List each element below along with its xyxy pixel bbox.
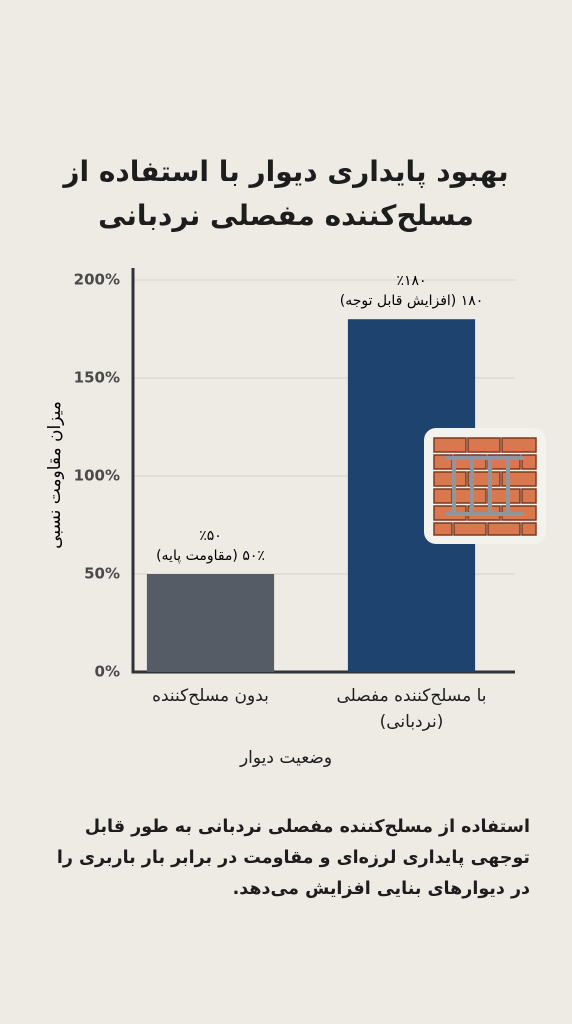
x-tick-label: با مسلح‌کننده مفصلی (نردبانی): [336, 686, 487, 732]
y-tick-label: 150%: [74, 369, 120, 387]
value-label: ٪۵۰: [199, 528, 222, 544]
bar: [146, 574, 275, 672]
y-tick-label: 50%: [84, 565, 120, 583]
y-tick-label: 0%: [95, 663, 120, 681]
x-tick-label: بدون مسلح‌کننده: [152, 686, 269, 706]
bar-annotation: ۱۸۰ (افزایش قابل توجه): [340, 293, 484, 309]
caption: استفاده از مسلح‌کننده مفصلی نردبانی به ط…: [56, 817, 530, 899]
value-label: ٪۱۸۰: [396, 273, 426, 289]
y-tick-label: 200%: [74, 271, 120, 289]
x-axis-label: وضعیت دیوار: [239, 748, 333, 768]
bar-annotation: ۵۰٪ (مقاومت پایه): [156, 548, 265, 564]
y-axis-label: میزان مقاومت نسبی: [45, 401, 65, 549]
brick-icon: [424, 428, 546, 544]
y-tick-label: 100%: [74, 467, 120, 485]
chart-title: بهبود پایداری دیوار با استفاده از مسلح‌ک…: [63, 155, 509, 232]
